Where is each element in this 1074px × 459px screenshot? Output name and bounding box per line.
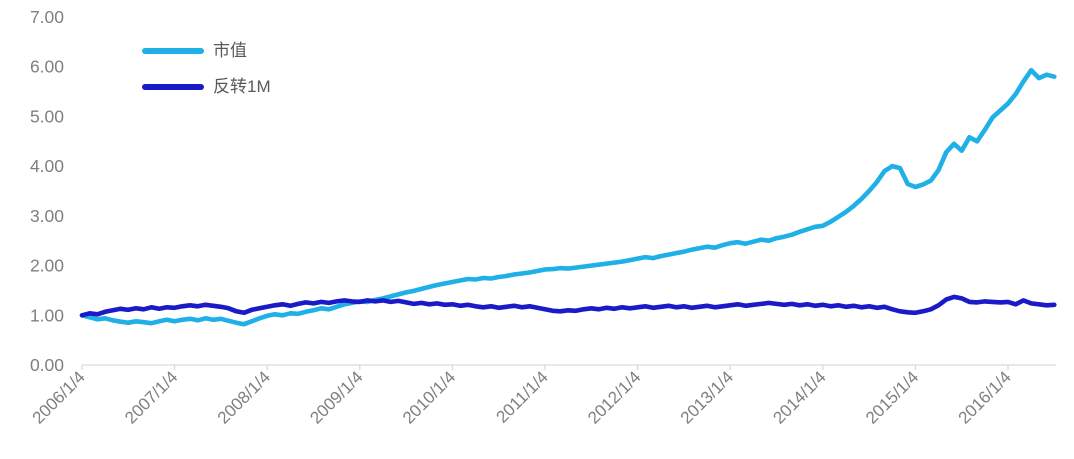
x-axis-tick-label: 2012/1/4 xyxy=(584,367,644,427)
y-axis-tick-label: 2.00 xyxy=(30,256,64,276)
x-axis-tick-label: 2011/1/4 xyxy=(492,367,551,426)
x-axis-tick-label: 2009/1/4 xyxy=(306,367,366,427)
y-axis-tick-label: 3.00 xyxy=(30,206,64,226)
y-axis-tick-label: 4.00 xyxy=(30,156,64,176)
legend-item-shizhi: 市值 xyxy=(142,40,271,62)
x-axis-tick-label: 2015/1/4 xyxy=(862,367,922,427)
legend-label-fanzhuan-1m: 反转1M xyxy=(213,77,271,96)
x-axis-tick-label: 2007/1/4 xyxy=(121,367,181,427)
legend-label-shizhi: 市值 xyxy=(213,41,247,60)
legend: 市值 反转1M xyxy=(142,40,271,112)
x-axis-tick-label: 2010/1/4 xyxy=(399,367,459,427)
legend-item-fanzhuan-1m: 反转1M xyxy=(142,76,271,98)
x-axis: 2006/1/4 2007/1/4 2008/1/4 2009/1/4 2010/1/4… xyxy=(29,364,1057,428)
x-axis-tick-label: 2013/1/4 xyxy=(677,367,737,427)
legend-line-swatch-fanzhuan-1m xyxy=(142,84,204,90)
y-axis-tick-label: 7.00 xyxy=(30,7,64,27)
x-axis-tick-label: 2016/1/4 xyxy=(955,367,1015,427)
y-axis: 0.00 1.00 2.00 3.00 4.00 5.00 6.00 7.00 xyxy=(30,7,64,375)
x-axis-tick-label: 2014/1/4 xyxy=(769,367,829,427)
y-axis-tick-label: 1.00 xyxy=(30,305,64,325)
x-axis-tick-label: 2008/1/4 xyxy=(214,367,274,427)
legend-line-swatch-shizhi xyxy=(142,48,204,54)
series-line-fanzhuan-1m xyxy=(79,294,1057,318)
y-axis-tick-label: 6.00 xyxy=(30,57,64,77)
y-axis-tick-label: 5.00 xyxy=(30,106,64,126)
series-line-shizhi xyxy=(79,67,1057,327)
y-axis-tick-label: 0.00 xyxy=(30,355,64,375)
x-axis-tick-label: 2006/1/4 xyxy=(29,367,89,427)
